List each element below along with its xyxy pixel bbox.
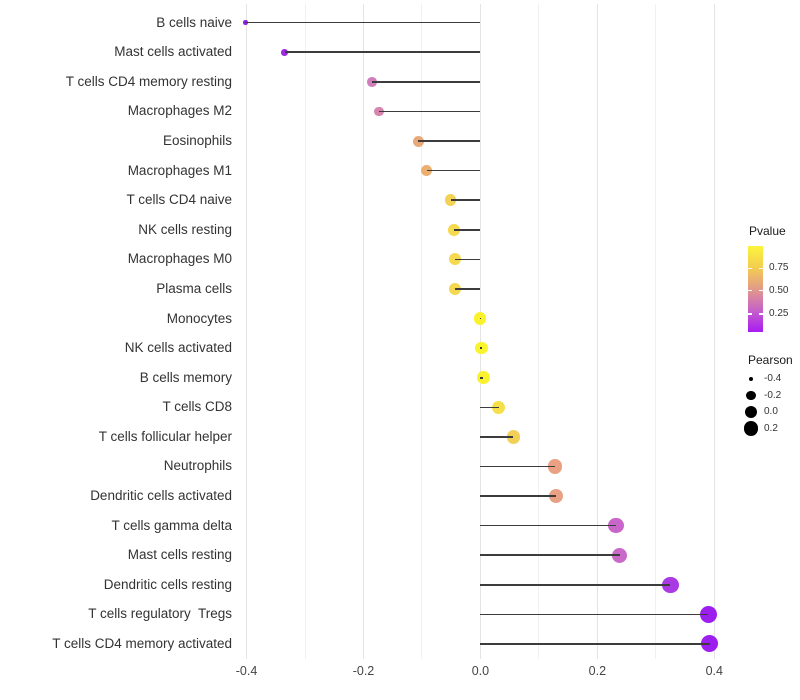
pearson-size-label: -0.4 (764, 373, 782, 384)
lollipop-dot (492, 400, 505, 414)
gridline-major (362, 4, 364, 659)
pearson-legend-title: Pearson (748, 353, 793, 367)
pearson-size-label: -0.2 (764, 389, 782, 401)
gridline-major (596, 4, 598, 659)
pearson-size-dot (748, 376, 754, 382)
lollipop-stem (480, 584, 671, 586)
gridline-minor (304, 4, 306, 659)
x-tick-label: 0.4 (705, 664, 723, 678)
gridline-major (479, 4, 481, 659)
lollipop-stem (480, 613, 709, 616)
lollipop-dot (548, 459, 563, 474)
category-label: Neutrophils (163, 458, 232, 474)
x-tick-label: 0.2 (588, 664, 607, 678)
category-label: Mast cells resting (127, 547, 232, 563)
category-label: Eosinophils (162, 133, 232, 149)
colorbar-tick (759, 289, 763, 292)
lollipop-stem (372, 81, 481, 83)
x-tick-label: 0.0 (471, 664, 490, 678)
lollipop-dot (699, 605, 717, 623)
category-label: T cells CD4 naive (126, 192, 232, 208)
lollipop-stem (479, 317, 481, 320)
category-label: Dendritic cells activated (90, 488, 232, 504)
pearson-size-label: 0.0 (764, 406, 778, 417)
gridline-major (246, 4, 248, 659)
category-label: NK cells activated (124, 340, 232, 356)
category-label: B cells naive (156, 14, 232, 30)
gridline-minor (421, 4, 423, 659)
colorbar-tick (748, 289, 752, 292)
lollipop-stem (480, 376, 484, 379)
pvalue-colorbar (748, 246, 763, 332)
colorbar-tick-label: 0.50 (769, 284, 789, 296)
colorbar-tick-label: 0.25 (769, 308, 789, 319)
category-label: T cells CD4 memory resting (65, 73, 232, 89)
lollipop-stem (454, 288, 481, 290)
lollipop-dot (701, 635, 719, 653)
lollipop-stem (480, 643, 710, 645)
lollipop-stem (480, 436, 514, 438)
lollipop-stem (480, 347, 482, 349)
category-label: Macrophages M0 (127, 251, 232, 267)
colorbar-tick (748, 267, 752, 270)
category-label: T cells regulatory Tregs (88, 606, 232, 622)
category-label: Macrophages M2 (127, 103, 232, 119)
category-label: NK cells resting (138, 221, 232, 237)
lollipop-stem (480, 524, 617, 527)
gridline-minor (538, 4, 540, 659)
category-label: Dendritic cells resting (103, 576, 232, 592)
lollipop-stem (379, 110, 481, 113)
gridline-minor (655, 4, 657, 659)
pvalue-legend-title: Pvalue (749, 224, 786, 238)
pearson-size-dot (746, 390, 756, 401)
lollipop-stem (480, 554, 620, 557)
lollipop-stem (284, 51, 481, 54)
lollipop-stem (245, 21, 481, 24)
lollipop-stem (426, 169, 481, 172)
gridline-major (713, 4, 715, 659)
lollipop-stem (418, 140, 481, 142)
colorbar-tick (759, 313, 763, 315)
pearson-size-dot (744, 405, 758, 419)
category-label: Mast cells activated (114, 44, 232, 60)
x-tick-label: -0.4 (235, 664, 258, 678)
lollipop-stem (455, 258, 481, 261)
x-tick-label: -0.2 (352, 664, 375, 678)
lollipop-stem (480, 406, 499, 409)
category-label: T cells CD4 memory activated (52, 635, 232, 651)
lollipop-stem (480, 495, 557, 497)
pearson-size-dot (743, 421, 759, 436)
lollipop-stem (454, 228, 481, 231)
pearson-size-label: 0.2 (764, 422, 778, 434)
colorbar-tick (748, 313, 752, 315)
category-label: T cells follicular helper (98, 428, 232, 444)
category-label: Macrophages M1 (127, 162, 232, 178)
colorbar-tick (759, 267, 763, 270)
colorbar-tick-label: 0.75 (769, 262, 789, 274)
category-label: B cells memory (139, 369, 232, 385)
category-label: Monocytes (166, 310, 232, 326)
category-label: T cells CD8 (162, 399, 232, 415)
category-label: T cells gamma delta (111, 517, 232, 533)
category-label: Plasma cells (156, 280, 232, 296)
lollipop-dot (611, 547, 628, 563)
lollipop-stem (450, 199, 481, 201)
lollipop-stem (480, 465, 556, 468)
lollipop-dot (367, 77, 378, 87)
